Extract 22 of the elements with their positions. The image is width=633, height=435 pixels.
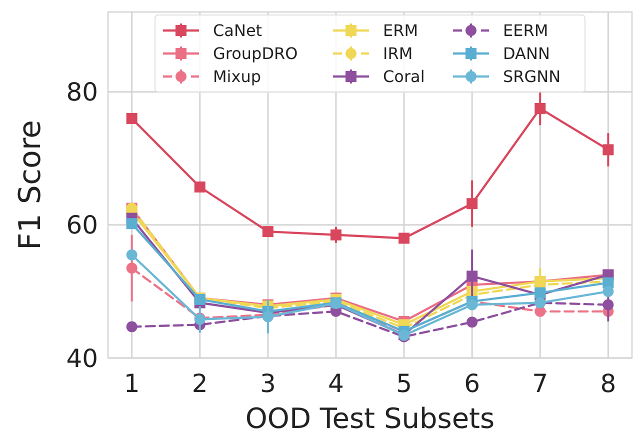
x-tick-label: 2 [192, 369, 208, 398]
legend-label: GroupDRO [213, 44, 298, 64]
legend-label: ERM [383, 21, 418, 40]
x-tick-label: 7 [532, 369, 548, 398]
x-axis-title: OOD Test Subsets [245, 402, 495, 435]
y-axis-title: F1 Score [13, 120, 48, 250]
legend-label: DANN [503, 44, 550, 64]
x-tick-label: 5 [396, 369, 412, 398]
x-tick-label: 1 [124, 369, 140, 398]
legend-label: Mixup [213, 67, 262, 86]
x-tick-label: 6 [464, 369, 480, 398]
x-tick-label: 8 [600, 369, 616, 398]
legend-label: SRGNN [503, 67, 561, 86]
legend-label: CaNet [213, 21, 262, 40]
y-tick-label: 40 [66, 344, 98, 373]
x-tick-label: 4 [328, 369, 344, 398]
x-tick-label: 3 [260, 369, 276, 398]
y-tick-label: 60 [66, 210, 98, 240]
legend-label: EERM [503, 21, 548, 40]
legend-label: Coral [383, 67, 425, 86]
legend-label: IRM [383, 44, 413, 64]
y-tick-label: 80 [66, 78, 98, 107]
